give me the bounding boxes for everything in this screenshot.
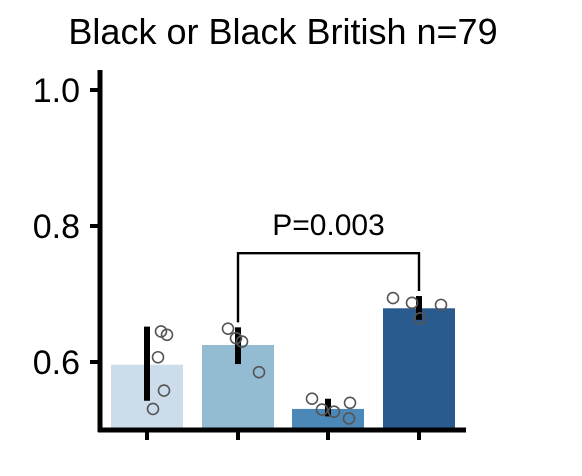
data-point [252,365,266,379]
y-tick-label: 0.8 [33,208,80,246]
data-point [229,331,243,345]
y-tick-label: 0.6 [33,344,80,382]
significance-bracket [236,252,421,323]
data-point [305,392,319,406]
data-point [221,322,235,335]
data-point [327,405,341,418]
data-point [413,312,427,325]
data-point [342,412,356,425]
data-point [146,402,160,416]
data-point [151,350,165,364]
chart-title: Black or Black British n=79 [68,11,497,52]
data-point [434,298,448,312]
significance-label: P=0.003 [272,209,385,242]
data-point [157,384,171,397]
bar-4 [383,308,455,430]
data-point [235,335,249,348]
y-tick-label: 1.0 [33,72,80,110]
data-point [315,403,329,416]
data-point [154,325,168,338]
data-point [405,296,419,310]
data-point [343,396,357,410]
data-point [386,291,400,305]
data-point [160,328,174,342]
